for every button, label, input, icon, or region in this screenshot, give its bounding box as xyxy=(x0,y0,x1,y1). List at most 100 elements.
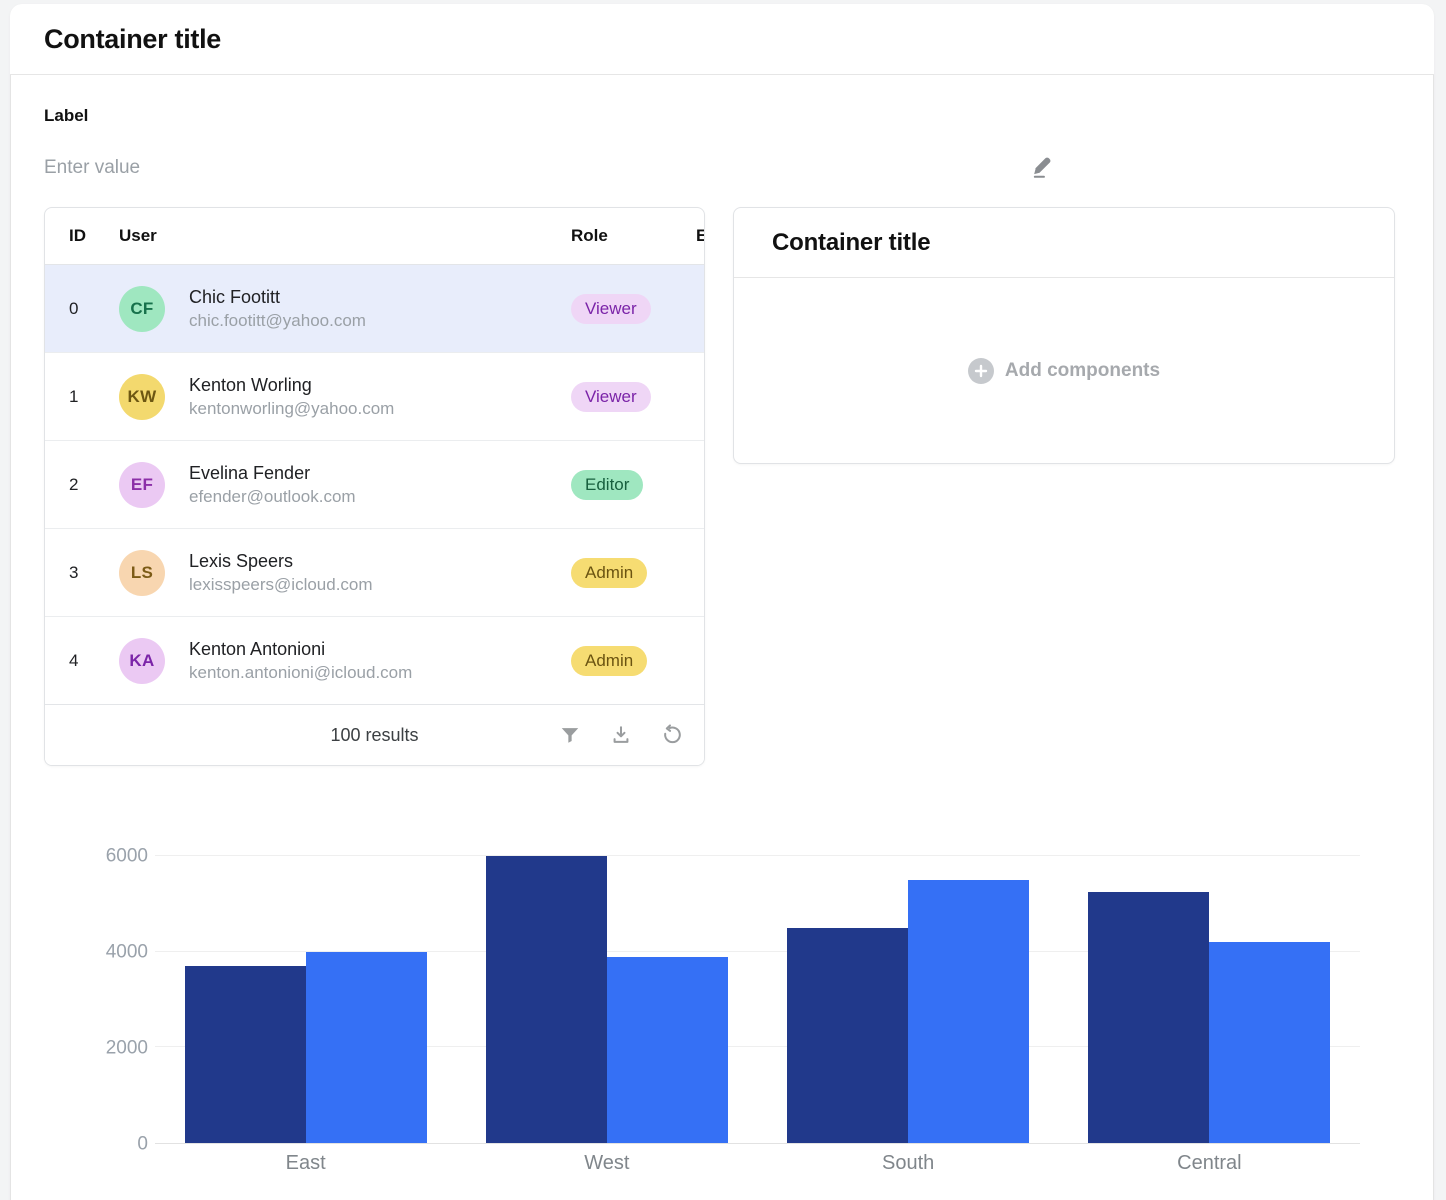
bar-south-series2 xyxy=(908,880,1030,1143)
chart-plot xyxy=(155,837,1360,1144)
avatar: CF xyxy=(119,285,165,332)
user-email: kentonworling@yahoo.com xyxy=(189,398,395,418)
avatar: EF xyxy=(119,461,165,508)
user-name: Kenton Worling xyxy=(189,374,312,395)
user-email: efender@outlook.com xyxy=(189,486,356,506)
row-id: 2 xyxy=(69,474,79,494)
empty-container-body: Add components xyxy=(734,278,1394,463)
x-category-label: Central xyxy=(1177,1152,1242,1174)
role-cell: Viewer xyxy=(571,381,696,412)
user-text: Evelina Fender efender@outlook.com xyxy=(189,463,356,507)
bar-group-south xyxy=(758,837,1059,1143)
pencil-icon xyxy=(1033,157,1051,178)
bar-east-series1 xyxy=(184,966,306,1143)
bar-central-series2 xyxy=(1209,942,1331,1143)
bar-east-series2 xyxy=(305,951,427,1143)
user-text: Kenton Worling kentonworling@yahoo.com xyxy=(189,375,394,419)
container-title: Container title xyxy=(772,228,931,256)
user-text: Chic Footitt chic.footitt@yahoo.com xyxy=(189,287,366,331)
y-tick-label: 4000 xyxy=(105,941,148,963)
filter-button[interactable] xyxy=(558,723,582,747)
user-name: Evelina Fender xyxy=(189,462,311,483)
input-label: Label xyxy=(44,106,89,125)
table-footer-actions xyxy=(558,705,684,765)
download-icon xyxy=(613,726,629,743)
bar-west-series2 xyxy=(606,956,728,1143)
gridline xyxy=(155,950,1360,952)
empty-container: Container title Add components xyxy=(733,207,1395,464)
row-id: 0 xyxy=(69,298,79,318)
user-cell: EF Evelina Fender efender@outlook.com xyxy=(119,461,571,508)
add-components-label: Add components xyxy=(1004,359,1161,381)
bar-west-series1 xyxy=(485,856,607,1143)
row-id: 4 xyxy=(69,650,79,670)
x-category-label: West xyxy=(584,1152,630,1174)
y-tick-label: 6000 xyxy=(105,845,148,867)
column-header-enabled-clipped: E xyxy=(696,226,704,246)
row-id: 1 xyxy=(69,386,79,406)
role-badge: Admin xyxy=(571,557,648,588)
role-cell: Admin xyxy=(571,557,696,588)
user-name: Lexis Speers xyxy=(189,550,294,571)
bar-central-series1 xyxy=(1088,891,1210,1143)
x-category-label: South xyxy=(881,1152,935,1174)
gridline xyxy=(155,855,1360,857)
role-badge: Admin xyxy=(571,645,648,676)
user-name: Chic Footitt xyxy=(189,286,281,307)
avatar: LS xyxy=(119,549,165,596)
table-footer: 100 results xyxy=(45,704,704,765)
table-body: 0 CF Chic Footitt chic.footitt@yahoo.com… xyxy=(45,265,704,705)
results-count: 100 results xyxy=(330,724,419,745)
filter-icon xyxy=(561,728,579,743)
role-badge: Viewer xyxy=(571,381,651,412)
add-components-button[interactable]: Add components xyxy=(967,357,1161,384)
role-cell: Admin xyxy=(571,645,696,676)
empty-container-header: Container title xyxy=(734,208,1394,278)
bar-group-east xyxy=(155,837,456,1143)
role-badge: Viewer xyxy=(571,293,651,324)
page-header: Container title xyxy=(10,4,1434,75)
users-table: ID User Role E 0 CF Chic Footitt chic.fo… xyxy=(44,207,705,766)
table-row[interactable]: 2 EF Evelina Fender efender@outlook.com … xyxy=(45,441,704,529)
chart-yaxis: 0 2000 4000 6000 xyxy=(62,837,148,1154)
role-cell: Editor xyxy=(571,469,696,500)
bar-group-central xyxy=(1059,837,1360,1143)
edit-button[interactable] xyxy=(1026,150,1058,182)
x-category-label: East xyxy=(285,1152,326,1174)
chart-groups xyxy=(155,837,1360,1143)
gridline xyxy=(155,1046,1360,1048)
user-email: kenton.antonioni@icloud.com xyxy=(189,662,413,682)
user-cell: CF Chic Footitt chic.footitt@yahoo.com xyxy=(119,285,571,332)
table-row[interactable]: 4 KA Kenton Antonioni kenton.antonioni@i… xyxy=(45,617,704,705)
column-header-role: Role xyxy=(571,226,608,245)
bar-south-series1 xyxy=(787,927,909,1143)
user-text: Kenton Antonioni kenton.antonioni@icloud… xyxy=(189,639,412,683)
table-header-row: ID User Role E xyxy=(45,208,704,265)
column-header-id: ID xyxy=(69,226,86,245)
plus-icon xyxy=(967,357,994,384)
user-cell: KW Kenton Worling kentonworling@yahoo.co… xyxy=(119,373,571,420)
user-cell: LS Lexis Speers lexisspeers@icloud.com xyxy=(119,549,571,596)
table-row[interactable]: 1 KW Kenton Worling kentonworling@yahoo.… xyxy=(45,353,704,441)
avatar: KW xyxy=(119,373,165,420)
refresh-button[interactable] xyxy=(660,723,684,747)
role-badge: Editor xyxy=(571,469,644,500)
table-row[interactable]: 0 CF Chic Footitt chic.footitt@yahoo.com… xyxy=(45,265,704,353)
user-email: lexisspeers@icloud.com xyxy=(189,574,373,594)
role-cell: Viewer xyxy=(571,293,696,324)
user-cell: KA Kenton Antonioni kenton.antonioni@icl… xyxy=(119,637,571,684)
user-name: Kenton Antonioni xyxy=(189,638,326,659)
download-button[interactable] xyxy=(609,723,633,747)
chart-categories: East West South Central xyxy=(155,1152,1360,1175)
bar-group-west xyxy=(456,837,757,1143)
row-id: 3 xyxy=(69,562,79,582)
y-tick-label: 2000 xyxy=(105,1037,148,1059)
y-tick-label: 0 xyxy=(137,1133,148,1155)
user-text: Lexis Speers lexisspeers@icloud.com xyxy=(189,551,373,595)
table-row[interactable]: 3 LS Lexis Speers lexisspeers@icloud.com… xyxy=(45,529,704,617)
page-title: Container title xyxy=(44,23,222,54)
avatar: KA xyxy=(119,637,165,684)
column-header-user: User xyxy=(119,226,157,245)
text-input[interactable] xyxy=(44,152,644,184)
refresh-icon xyxy=(664,724,681,744)
